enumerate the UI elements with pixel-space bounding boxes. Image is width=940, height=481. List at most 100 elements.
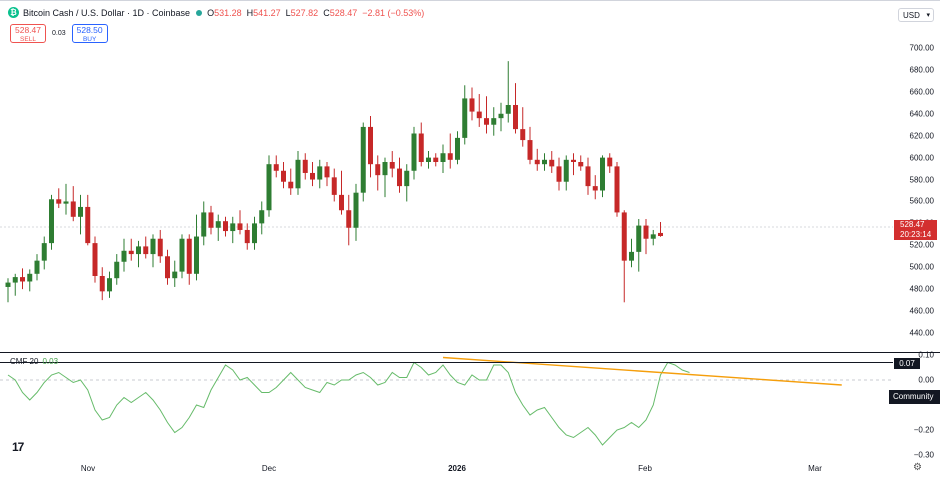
candle-body <box>107 278 112 292</box>
candle-body <box>462 98 468 138</box>
candle-body <box>92 243 98 276</box>
candle-body <box>186 238 192 274</box>
sell-price: 528.47 <box>15 25 41 35</box>
candle-body <box>143 246 149 255</box>
price-tick: 660.00 <box>909 87 934 97</box>
candle-body <box>585 166 591 187</box>
price-tick: 680.00 <box>909 65 934 75</box>
candle-body <box>563 159 569 182</box>
market-status-icon <box>196 9 203 16</box>
candle-body <box>476 111 482 119</box>
price-tick: 480.00 <box>909 284 934 294</box>
low-label: L <box>285 7 291 18</box>
candle-body <box>607 157 613 167</box>
candle-body <box>63 201 69 204</box>
candle-body <box>136 246 141 255</box>
candle-body <box>302 159 308 173</box>
candle-body <box>382 162 388 176</box>
sell-label: SELL <box>20 36 36 43</box>
tradingview-logo[interactable]: 17 <box>12 440 24 454</box>
trade-buttons: 528.47 SELL 0.03 528.50 BUY <box>10 24 108 43</box>
cmf-tick: 0.10 <box>918 350 934 360</box>
price-tick: 700.00 <box>909 43 934 53</box>
candle-body <box>484 118 489 125</box>
candle-body <box>433 157 439 162</box>
candle-body <box>498 113 504 119</box>
time-tick: Feb <box>638 464 652 473</box>
candle-body <box>179 238 185 272</box>
candle-body <box>20 277 25 282</box>
close-label: C <box>323 7 330 18</box>
candle-body <box>636 225 642 252</box>
candle-body <box>252 223 257 244</box>
candle-body <box>614 166 620 213</box>
candle-body <box>360 126 366 193</box>
price-axis[interactable]: 700.00 680.00 660.00 640.00 620.00 600.00 580.… <box>893 0 940 352</box>
candle-body <box>520 129 526 141</box>
time-tick: 2026 <box>448 464 466 473</box>
high-value: 541.27 <box>253 7 281 18</box>
buy-price: 528.50 <box>76 25 103 35</box>
candle-body <box>331 177 337 195</box>
currency-value: USD <box>903 11 920 20</box>
candle-body <box>70 201 76 217</box>
candle-body <box>324 166 330 178</box>
high-label: H <box>246 7 254 18</box>
candle-body <box>215 221 221 228</box>
candle-body <box>426 157 431 162</box>
symbol-title[interactable]: Bitcoin Cash / U.S. Dollar · 1D · Coinba… <box>23 7 191 18</box>
pane-divider[interactable] <box>0 352 940 353</box>
candle-body <box>375 164 381 176</box>
price-tick: 640.00 <box>909 109 934 119</box>
candle-body <box>310 172 315 180</box>
candle-body <box>34 260 40 274</box>
currency-select[interactable]: USD ▾ <box>898 8 934 22</box>
candle-body <box>534 159 540 165</box>
candle-body <box>650 234 656 239</box>
candle-body <box>418 133 424 162</box>
candle-body <box>114 261 120 279</box>
price-tick: 460.00 <box>909 306 934 316</box>
settings-icon[interactable]: ⚙ <box>913 462 922 473</box>
sell-button[interactable]: 528.47 SELL <box>10 24 46 43</box>
buy-button[interactable]: 528.50 BUY <box>71 24 108 43</box>
candle-body <box>244 229 250 244</box>
candle-body <box>99 276 105 292</box>
candle-body <box>447 153 453 160</box>
cmf-legend[interactable]: CMF 20 0.03 <box>10 357 58 366</box>
candle-body <box>85 206 91 244</box>
bar-countdown: 20:23:14 <box>900 230 932 239</box>
candle-body <box>27 273 33 282</box>
candle-body <box>157 238 163 257</box>
candle-body <box>230 223 236 232</box>
candle-body <box>259 210 265 224</box>
time-tick: Dec <box>261 464 277 473</box>
candle-body <box>288 181 294 189</box>
candle-body <box>469 98 475 112</box>
price-tick: 560.00 <box>909 196 934 206</box>
cmf-axis[interactable]: 0.10 0.00 −0.20 −0.30 <box>893 350 940 461</box>
candle-body <box>556 166 562 182</box>
candle-body <box>440 153 446 162</box>
candle-body <box>455 137 460 160</box>
candle-body <box>56 199 62 204</box>
price-tick: 520.00 <box>909 240 934 250</box>
candle-body <box>273 164 279 171</box>
candle-body <box>12 277 18 283</box>
candle-body <box>513 105 518 130</box>
candle-body <box>505 105 511 114</box>
community-button[interactable]: Community <box>889 390 940 404</box>
candle-body <box>5 282 11 287</box>
candle-body <box>339 194 344 211</box>
last-price-label: 528.47 20:23:14 <box>894 220 937 240</box>
candle-body <box>201 212 207 237</box>
time-axis[interactable]: Nov Dec 2026 Feb Mar <box>0 460 893 481</box>
candle-body <box>353 192 359 228</box>
open-value: 531.28 <box>214 7 242 18</box>
buy-label: BUY <box>82 36 97 43</box>
candle-body <box>346 210 352 228</box>
spread-value: 0.03 <box>52 30 66 37</box>
candle-body <box>150 238 156 255</box>
symbol-legend: ₿ Bitcoin Cash / U.S. Dollar · 1D · Coin… <box>8 7 424 18</box>
